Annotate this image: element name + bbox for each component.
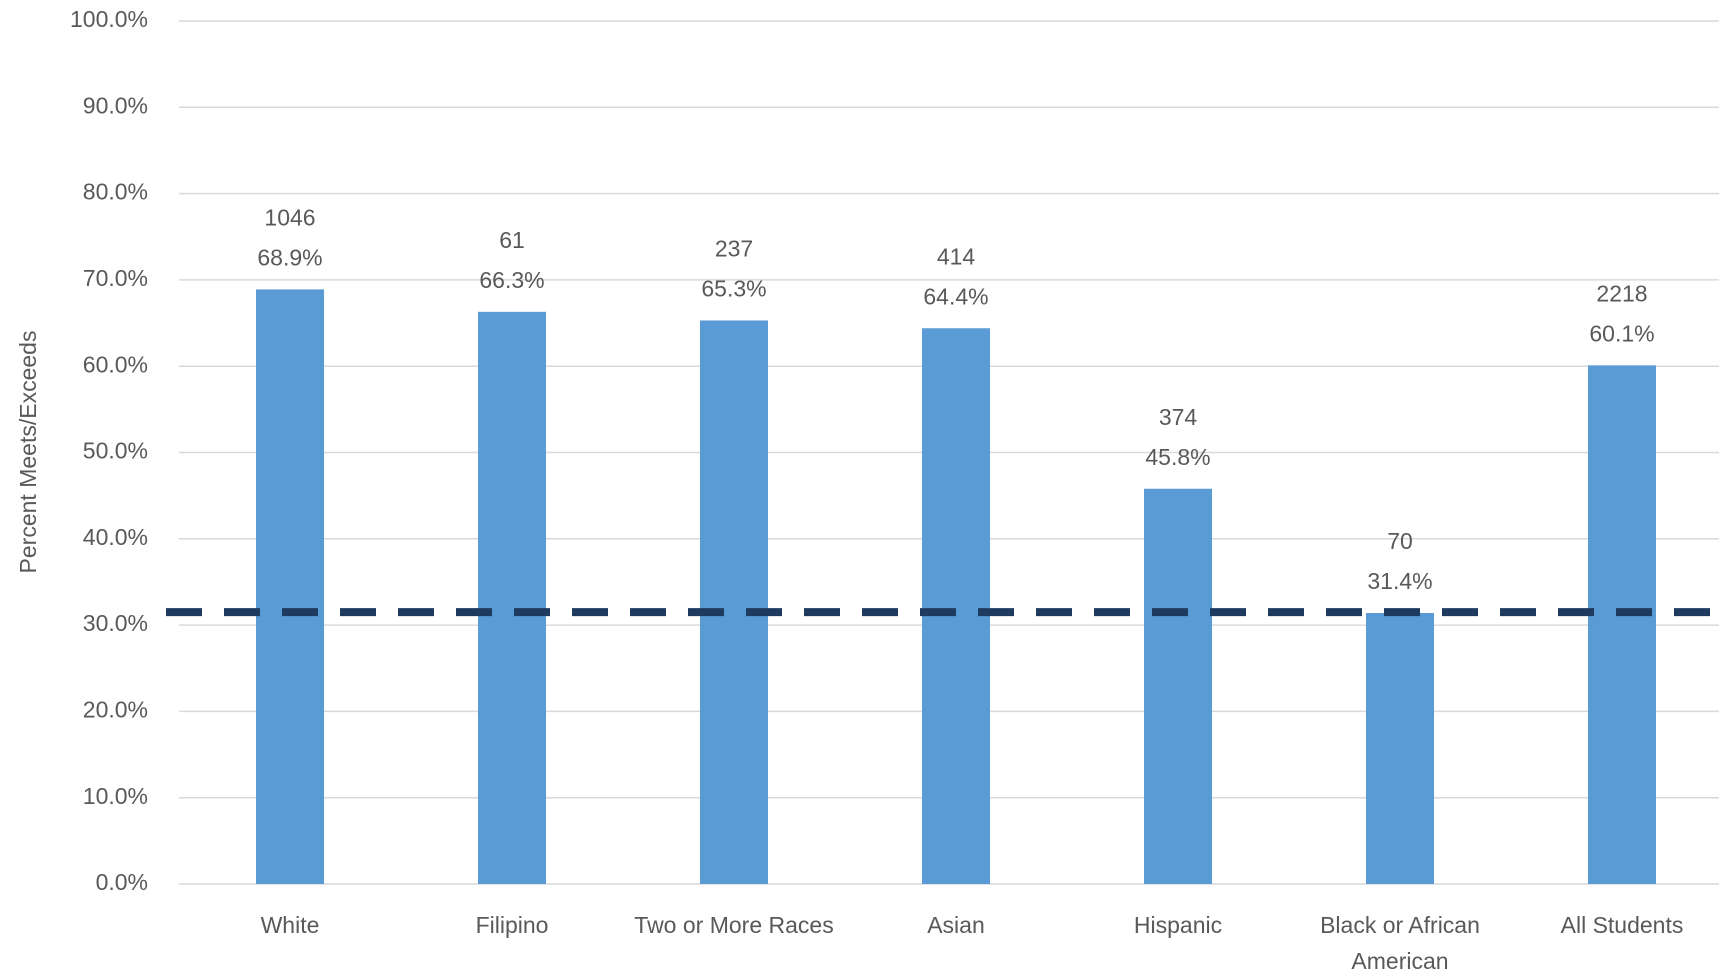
y-tick-label: 40.0% <box>83 524 148 550</box>
bar <box>478 311 546 884</box>
count-label: 2218 <box>1596 280 1647 306</box>
x-tick-label: Black or African American <box>1320 912 1480 974</box>
count-label: 1046 <box>264 204 315 230</box>
count-label: 374 <box>1159 404 1198 430</box>
value-label: 65.3% <box>701 276 766 302</box>
bar <box>256 289 324 884</box>
bar <box>700 320 768 884</box>
count-label: 70 <box>1387 528 1413 554</box>
value-label: 68.9% <box>257 244 322 270</box>
y-tick-label: 20.0% <box>83 696 148 722</box>
value-label: 66.3% <box>479 267 544 293</box>
y-tick-label: 10.0% <box>83 783 148 809</box>
x-tick-label: White <box>260 912 320 938</box>
bar <box>1366 613 1434 884</box>
count-label: 61 <box>499 227 525 253</box>
y-tick-label: 70.0% <box>83 265 148 291</box>
y-tick-label: 50.0% <box>83 438 148 464</box>
y-tick-label: 0.0% <box>96 869 148 895</box>
y-tick-label: 90.0% <box>83 92 148 118</box>
x-tick-label: Filipino <box>475 912 549 938</box>
bar <box>922 328 990 884</box>
x-tick-label: All Students <box>1560 912 1684 938</box>
x-tick-label: Two or More Races <box>634 912 834 938</box>
value-label: 60.1% <box>1589 320 1654 346</box>
y-tick-label: 60.0% <box>83 351 148 377</box>
x-tick-label: Asian <box>927 912 985 938</box>
y-axis-title: Percent Meets/Exceeds <box>15 331 41 574</box>
bar <box>1588 365 1656 884</box>
count-label: 414 <box>937 243 976 269</box>
y-tick-label: 30.0% <box>83 610 148 636</box>
y-tick-label: 80.0% <box>83 179 148 205</box>
y-tick-label: 100.0% <box>70 6 148 32</box>
count-label: 237 <box>715 236 753 262</box>
bar <box>1144 488 1212 884</box>
value-label: 31.4% <box>1367 568 1432 594</box>
value-label: 45.8% <box>1145 444 1210 470</box>
value-label: 64.4% <box>923 283 988 309</box>
x-tick-label: Hispanic <box>1133 912 1223 938</box>
